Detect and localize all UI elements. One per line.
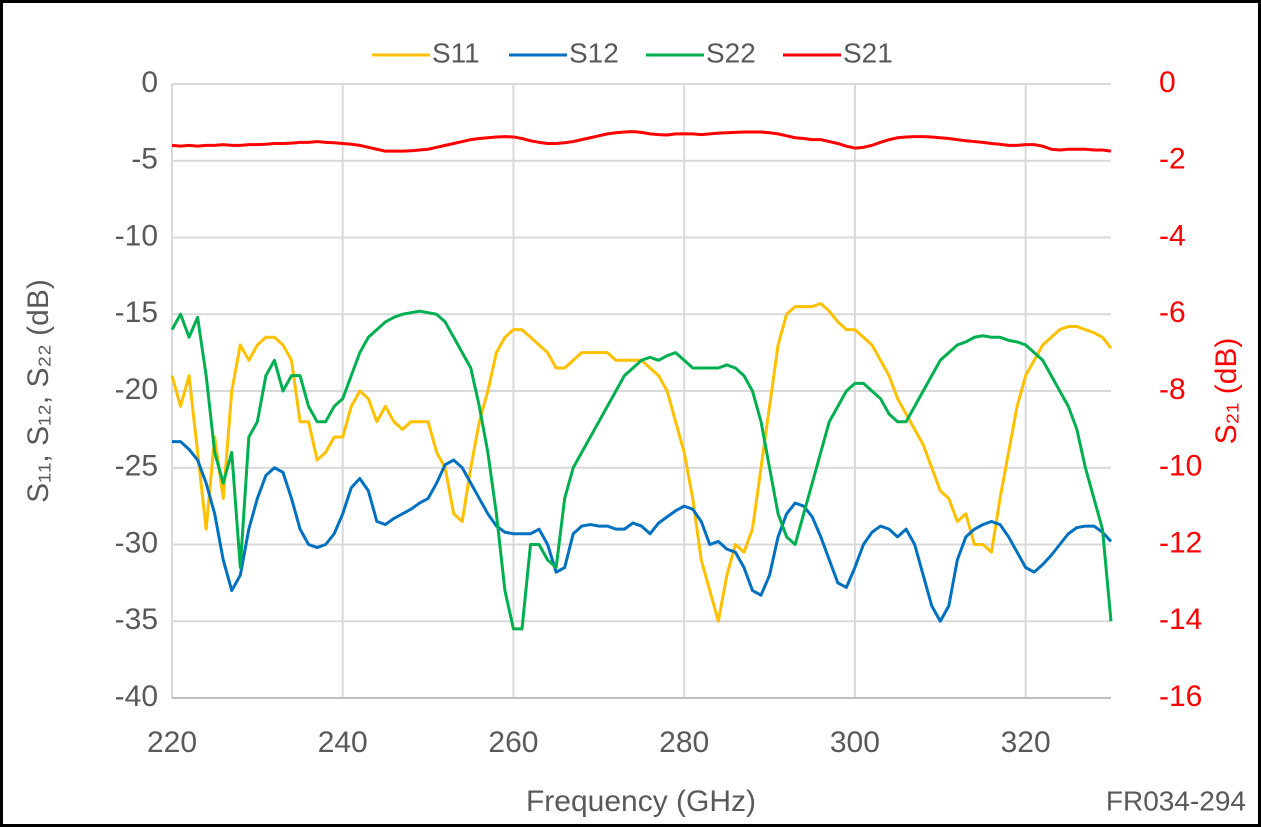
y-tick-label: -20 bbox=[115, 373, 158, 406]
series-line bbox=[172, 440, 1113, 623]
y2-tick-label: -4 bbox=[1159, 219, 1186, 252]
x-axis-label: Frequency (GHz) bbox=[526, 785, 756, 818]
y2-axis-label: S₂₁ (dB) bbox=[1210, 338, 1243, 445]
y2-tick-label: -2 bbox=[1159, 143, 1186, 176]
y2-tick-label: -14 bbox=[1159, 603, 1202, 636]
y-tick-label: -30 bbox=[115, 526, 158, 559]
y2-tick-label: -10 bbox=[1159, 450, 1202, 483]
y2-tick-label: -6 bbox=[1159, 296, 1186, 329]
x-tick-label: 220 bbox=[147, 726, 197, 759]
y-tick-label: -35 bbox=[115, 603, 158, 636]
x-tick-label: 320 bbox=[1001, 726, 1051, 759]
y-axis-label: S₁₁, S₁₂, S₂₂ (dB) bbox=[22, 279, 55, 503]
y2-tick-label: -12 bbox=[1159, 526, 1202, 559]
y-tick-label: -25 bbox=[115, 450, 158, 483]
y-tick-label: -15 bbox=[115, 296, 158, 329]
y2-tick-label: -16 bbox=[1159, 680, 1202, 713]
x-tick-label: 260 bbox=[488, 726, 538, 759]
series-line bbox=[170, 309, 1113, 631]
y-tick-label: 0 bbox=[141, 66, 158, 99]
x-tick-label: 280 bbox=[659, 726, 709, 759]
legend-label: S22 bbox=[706, 37, 756, 68]
y2-tick-label: 0 bbox=[1159, 66, 1176, 99]
annotation: FR034-294 bbox=[1106, 785, 1246, 816]
y2-tick-label: -8 bbox=[1159, 373, 1186, 406]
x-tick-label: 240 bbox=[318, 726, 368, 759]
legend-label: S11 bbox=[432, 37, 480, 68]
y-tick-label: -40 bbox=[115, 680, 158, 713]
y-tick-label: -5 bbox=[131, 143, 158, 176]
series-line bbox=[171, 130, 1112, 153]
y-tick-label: -10 bbox=[115, 219, 158, 252]
legend-label: S12 bbox=[569, 37, 619, 68]
legend-label: S21 bbox=[843, 37, 893, 68]
x-tick-label: 300 bbox=[830, 726, 880, 759]
